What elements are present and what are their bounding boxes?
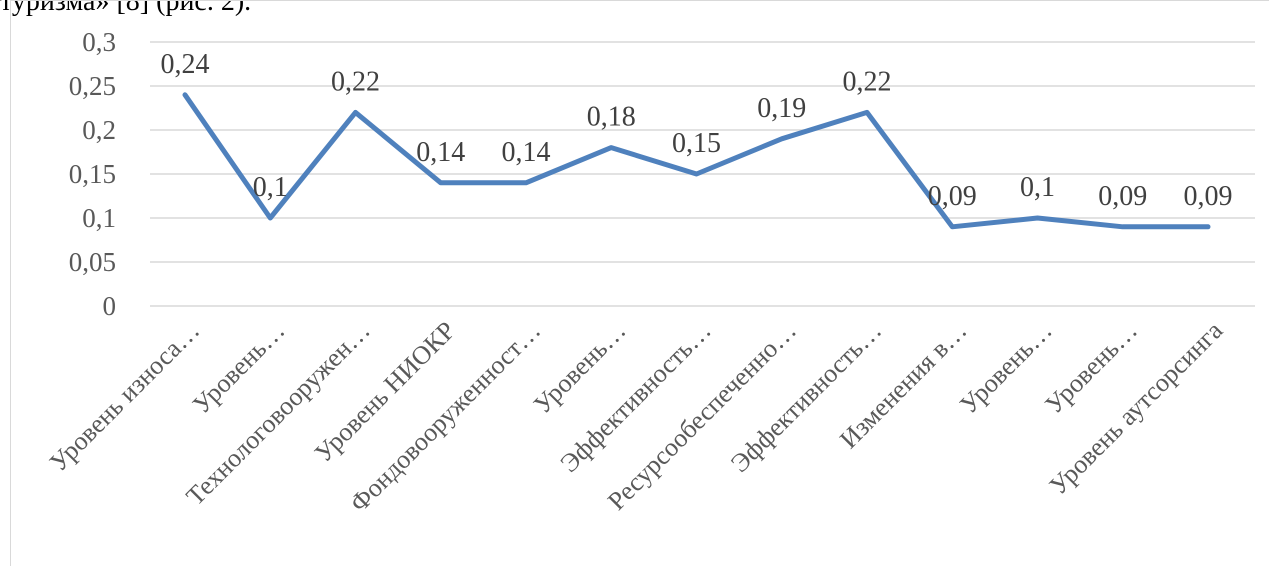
y-tick-label: 0	[103, 291, 117, 321]
gridlines	[150, 41, 1255, 307]
data-label: 0,09	[928, 181, 977, 212]
series-line	[182, 92, 1211, 230]
figure-caption: туризма» [8] (рис. 2).	[0, 0, 252, 17]
data-label: 0,09	[1184, 181, 1233, 212]
x-category-label: Уровень износа…	[44, 316, 205, 477]
data-label: 0,24	[161, 49, 210, 80]
data-label: 0,14	[416, 137, 465, 168]
x-category-label: Уровень…	[954, 316, 1058, 420]
y-tick-label: 0,15	[69, 159, 116, 189]
y-axis-ticks: 0 0,05 0,1 0,15 0,2 0,25 0,3	[69, 27, 116, 321]
data-label: 0,1	[1020, 172, 1055, 203]
series-layer	[182, 92, 1211, 230]
data-label: 0,15	[672, 128, 721, 159]
x-category-label: Уровень аутсорсинга	[1044, 315, 1229, 500]
y-tick-label: 0,2	[82, 115, 116, 145]
x-axis-categories: Уровень износа…Уровень…Технологовооружен…	[44, 315, 1229, 517]
data-label: 0,14	[502, 137, 551, 168]
data-label: 0,1	[253, 172, 288, 203]
data-label: 0,09	[1098, 181, 1147, 212]
data-label: 0,19	[757, 93, 806, 124]
data-label: 0,18	[587, 102, 636, 133]
data-labels: 0,24 0,1 0,22 0,14 0,14 0,18 0,15 0,19 0,22 0,09 0…	[161, 49, 1233, 212]
y-tick-label: 0,25	[69, 71, 116, 101]
chart-frame	[10, 0, 1269, 566]
x-category-label: Эффективность…	[555, 316, 717, 478]
x-category-label: Эффективность…	[725, 316, 887, 478]
y-tick-label: 0,05	[69, 247, 116, 277]
y-tick-label: 0,1	[82, 203, 116, 233]
data-label: 0,22	[331, 66, 380, 97]
data-label: 0,22	[843, 66, 892, 97]
y-tick-label: 0,3	[82, 27, 116, 57]
